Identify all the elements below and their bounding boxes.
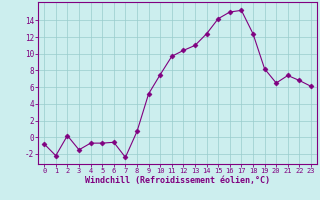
X-axis label: Windchill (Refroidissement éolien,°C): Windchill (Refroidissement éolien,°C) [85, 176, 270, 185]
